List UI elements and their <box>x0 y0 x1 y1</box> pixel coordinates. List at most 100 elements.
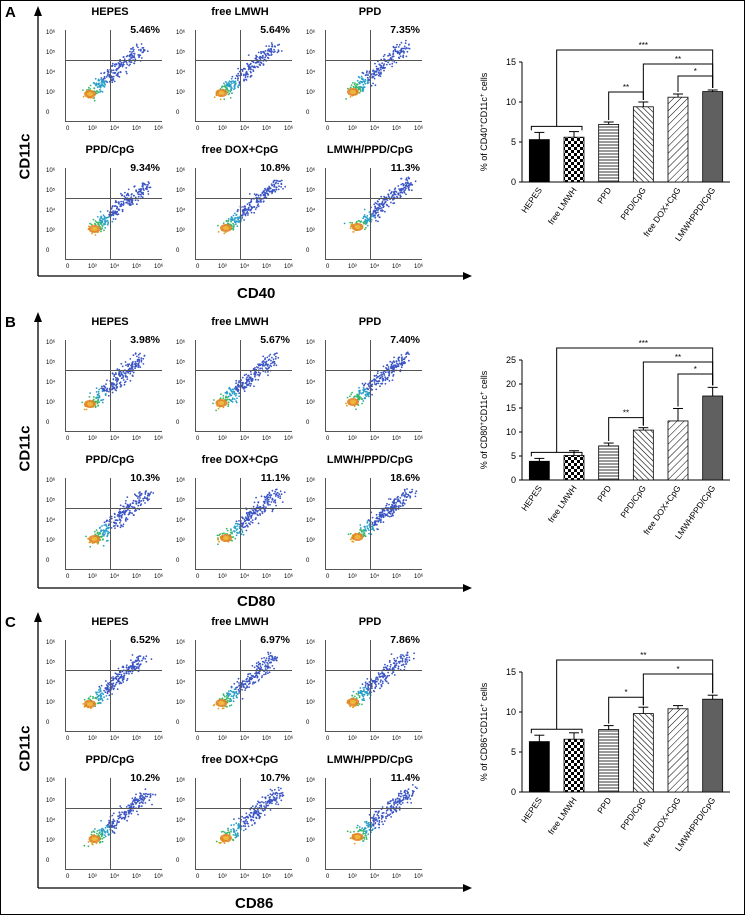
quadrant-line-vertical <box>370 168 371 260</box>
plot-title: LMWH/PPD/CpG <box>326 454 414 466</box>
scatter-point <box>101 80 103 83</box>
x-tick: 0 <box>196 264 200 270</box>
scatter-point <box>405 658 408 661</box>
y-axis-label: CD11c <box>16 133 34 180</box>
scatter-point <box>267 498 270 501</box>
scatter-point <box>388 189 391 192</box>
scatter-point <box>355 692 358 695</box>
scatter-point <box>144 802 147 804</box>
scatter-point <box>233 81 235 84</box>
scatter-point <box>111 387 114 390</box>
scatter-point <box>122 371 124 373</box>
x-tick: 10⁵ <box>132 126 142 132</box>
scatter-point <box>412 657 415 660</box>
scatter-point <box>394 800 397 803</box>
scatter-point <box>269 809 272 811</box>
scatter-point <box>392 55 395 58</box>
scatter-point <box>134 363 137 366</box>
y-tick: 10⁴ <box>176 818 186 824</box>
scatter-point <box>215 409 217 412</box>
scatter-point <box>366 678 369 680</box>
ylabel-part: % of CD80 <box>479 426 489 470</box>
scatter-point <box>282 188 284 190</box>
scatter-point <box>135 509 138 512</box>
scatter-point <box>142 46 145 49</box>
scatter-point <box>132 361 134 363</box>
scatter-point <box>140 801 143 804</box>
y-tick: 10⁵ <box>176 360 186 366</box>
scatter-point <box>114 376 117 379</box>
scatter-point <box>380 516 382 518</box>
scatter-point <box>111 830 114 832</box>
scatter-point <box>114 65 116 68</box>
x-tick: 10³ <box>88 874 97 880</box>
y-tick: 0 <box>306 110 310 116</box>
scatter-point <box>346 396 349 399</box>
scatter-point <box>130 812 133 815</box>
scatter-point <box>267 672 269 675</box>
scatter-point <box>254 672 256 675</box>
scatter-point <box>236 531 238 534</box>
scatter-point <box>380 207 383 209</box>
scatter-point <box>254 812 257 815</box>
scatter-point <box>361 683 364 686</box>
scatter-point <box>364 216 367 218</box>
x-tick: 0 <box>326 436 330 442</box>
scatter-point <box>125 664 128 667</box>
scatter-point <box>218 534 220 537</box>
scatter-point <box>145 186 148 189</box>
scatter-point <box>141 185 144 188</box>
scatter-point <box>235 686 237 689</box>
scatter-point <box>372 76 375 78</box>
scatter-point <box>254 809 257 812</box>
scatter-point <box>253 501 256 504</box>
scatter-point <box>131 363 134 365</box>
scatter-point <box>273 183 275 186</box>
scatter-point <box>111 213 114 216</box>
scatter-point <box>357 397 360 399</box>
scatter-point <box>226 832 228 835</box>
scatter-point <box>362 697 365 700</box>
scatter-point <box>399 655 402 658</box>
scatter-point <box>230 824 233 827</box>
scatter-point <box>399 660 402 663</box>
quadrant-line-horizontal <box>196 808 292 809</box>
x-tick: 0 <box>66 264 70 270</box>
y-tick: 10⁶ <box>46 30 56 36</box>
scatter-point <box>274 495 277 497</box>
scatter-point <box>375 374 378 377</box>
scatter-point <box>259 801 262 804</box>
scatter-point <box>243 374 246 377</box>
y-tick: 10⁵ <box>176 798 186 804</box>
scatter-point <box>255 805 257 807</box>
scatter-point <box>375 380 378 382</box>
quadrant-percentage: 11.1% <box>260 472 290 484</box>
scatter-point <box>151 803 153 806</box>
scatter-point <box>95 387 98 389</box>
scatter-point <box>275 803 277 805</box>
density-scatter <box>82 654 153 710</box>
scatter-point <box>257 800 259 803</box>
scatter-point <box>87 845 90 848</box>
scatter-point <box>411 490 413 493</box>
quadrant-percentage: 5.67% <box>260 334 290 346</box>
x-tick: 10⁵ <box>262 874 272 880</box>
scatter-point <box>371 523 374 525</box>
scatter-point <box>382 206 385 209</box>
scatter-point <box>375 680 378 683</box>
scatter-point <box>377 209 380 211</box>
scatter-point <box>267 50 269 52</box>
x-tick: 10⁶ <box>414 264 424 270</box>
scatter-point <box>97 390 100 393</box>
scatter-point <box>99 526 102 529</box>
scatter-point <box>103 216 106 219</box>
scatter-point <box>249 384 252 387</box>
scatter-point <box>115 389 118 392</box>
scatter-point <box>119 65 122 68</box>
scatter-point <box>350 393 352 396</box>
x-axis-label: CD80 <box>237 593 276 610</box>
scatter-point <box>402 504 405 507</box>
scatter-point <box>247 208 249 211</box>
scatter-point <box>113 687 115 690</box>
scatter-point <box>247 673 250 675</box>
